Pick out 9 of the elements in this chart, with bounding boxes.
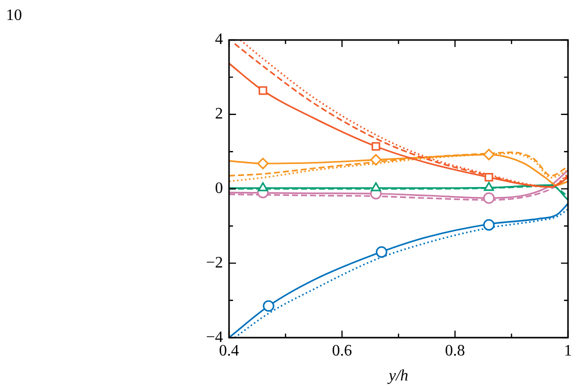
x-tick-label: 0.8 — [445, 342, 466, 360]
x-axis-title: y/h — [386, 368, 408, 385]
y-tick-label: 2 — [215, 106, 224, 123]
y-tick-label: −2 — [206, 254, 224, 272]
x-tick-label: 1 — [564, 342, 572, 360]
y-tick-label: 0 — [215, 180, 224, 198]
text: 10 — [6, 7, 22, 24]
y-tick-label: 4 — [215, 31, 224, 48]
x-tick-label: 0.6 — [332, 342, 352, 360]
